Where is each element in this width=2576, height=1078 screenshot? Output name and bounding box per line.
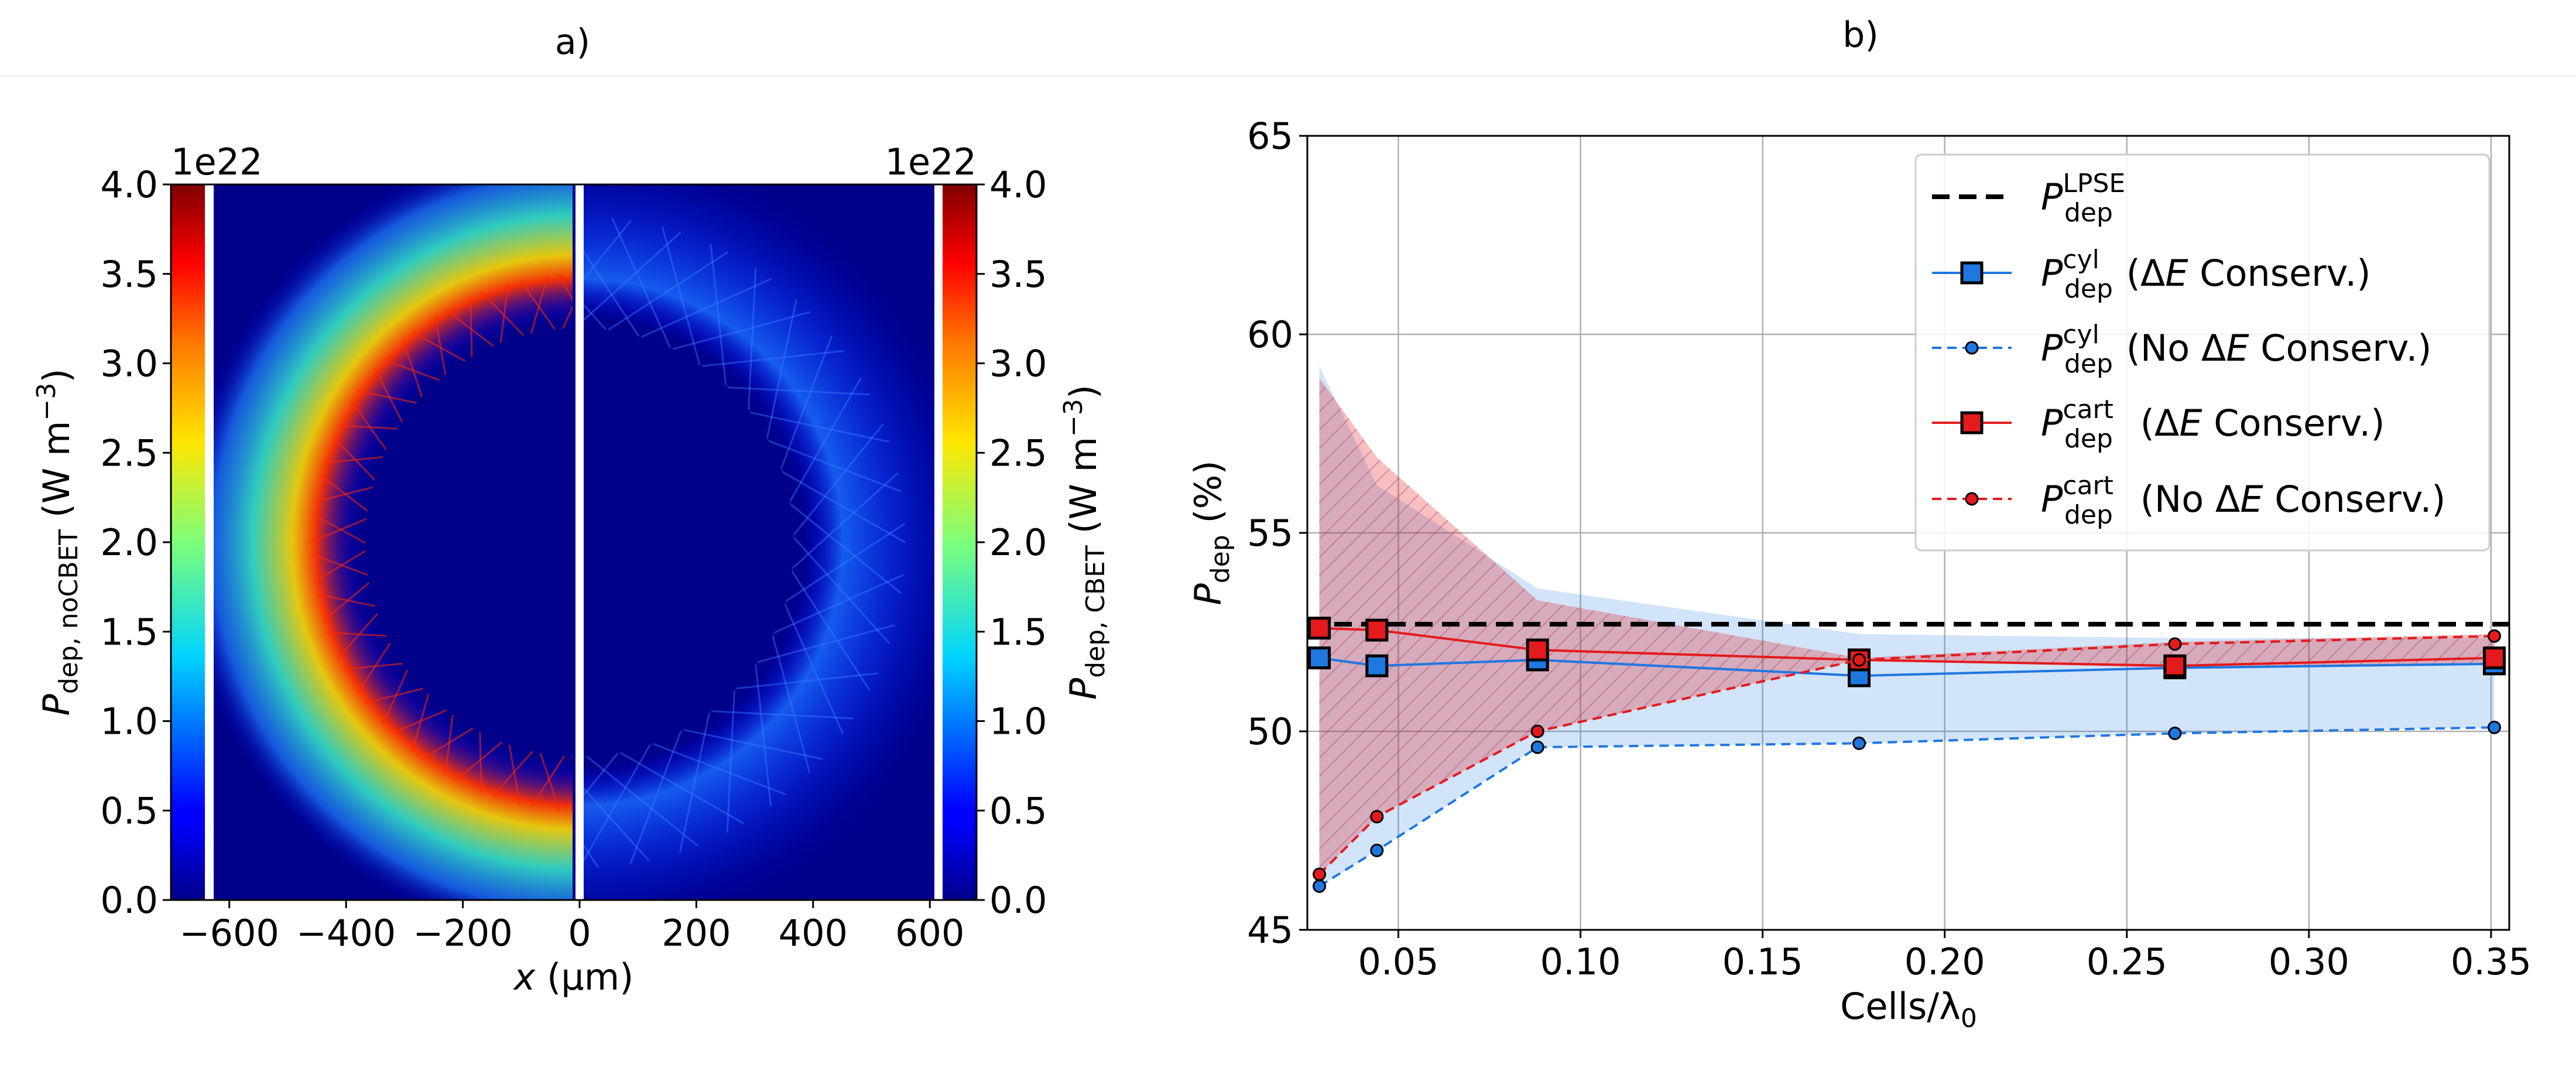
series-cyl-noconserv-point: [1370, 843, 1384, 857]
series-cart-conserv-point: [1308, 617, 1331, 640]
series-cyl-noconserv-point: [2487, 720, 2501, 734]
cbar-right-tick-label: 3.5: [989, 253, 1047, 296]
ray-trace-CBET: [576, 311, 811, 377]
colorbar-left-gap: [205, 184, 214, 900]
cbar-right-tick-label: 0.5: [989, 789, 1047, 832]
cbar-right-tick-label: 2.0: [989, 521, 1047, 564]
series-cyl-noconserv-line: [1318, 726, 2495, 888]
series-cyl-conserv-point: [1308, 646, 1331, 670]
cbar-right-tick-label: 3.0: [989, 343, 1047, 385]
series-cart-noconserv-point: [1370, 810, 1384, 824]
series-cart-noconserv-point: [2487, 629, 2501, 643]
x-tick-label-a: −600: [180, 912, 279, 954]
legend-label-3: Pcart dep (ΔE Conserv.): [2041, 395, 2385, 454]
ray-trace-CBET: [576, 779, 650, 861]
ray-trace-CBET: [576, 706, 823, 760]
legend-label-4: Pcart dep (No ΔE Conserv.): [2041, 471, 2445, 530]
ray-trace-CBET: [576, 726, 745, 824]
series-cyl-noconserv-point: [1313, 879, 1327, 893]
ray-trace-CBET: [576, 746, 698, 847]
cbar-left-tick-label: 3.0: [100, 343, 158, 385]
cbar-left-tick-label: 4.0: [100, 163, 158, 206]
cbar-left-tick-label: 0.5: [100, 789, 158, 832]
x-axis-label-b: Cells/λ0: [1840, 985, 1977, 1033]
cbar-right-tick-label: 1.0: [989, 700, 1047, 743]
x-tick-label-b: 0.05: [1358, 940, 1439, 983]
series-cart-conserv-point: [2163, 654, 2187, 677]
cbar-left-tick-label: 1.0: [100, 700, 158, 743]
cbar-left-label: Pdep, noCBET (W m−3): [32, 368, 84, 716]
cbar-right-tick-label: 0.0: [989, 879, 1047, 922]
cbar-right-scale: 1e22: [885, 141, 977, 183]
legend-label-0: PLPSE dep: [2041, 169, 2125, 228]
cbar-right-label: Pdep, CBET (W m−3): [1059, 385, 1111, 700]
x-tick-label-b: 0.25: [2087, 940, 2167, 983]
series-cart-noconserv-point: [1852, 653, 1866, 667]
series-cart-noconserv-point: [2168, 637, 2182, 651]
series-cyl-noconserv-point: [1530, 740, 1544, 754]
series-cart-noconserv-point: [1313, 867, 1327, 881]
cbar-left-tick-label: 1.5: [100, 611, 158, 653]
cbar-left-scale: 1e22: [171, 141, 262, 183]
y-tick-label-b: 55: [1247, 512, 1293, 555]
series-cyl-noconserv-point: [1852, 736, 1866, 750]
x-tick-label-b: 0.15: [1722, 940, 1803, 983]
legend-box: [1914, 153, 2491, 552]
x-tick-label-a: 200: [662, 912, 731, 954]
cbar-left-tick-label: 0.0: [100, 879, 158, 922]
colorbar-left: [171, 184, 205, 900]
legend-label-1: Pcyl dep (ΔE Conserv.): [2041, 245, 2371, 304]
cbar-right-tick-label: 2.5: [989, 432, 1047, 474]
y-tick-label-b: 60: [1247, 313, 1293, 356]
panel-label-b: b): [1842, 15, 1879, 56]
ray-trace-CBET: [576, 350, 844, 381]
cbar-left-tick-label: 2.5: [100, 432, 158, 474]
y-axis-label-b: Pdep (%): [1187, 460, 1235, 605]
y-tick-label-b: 65: [1247, 115, 1293, 158]
ray-trace-CBET: [576, 278, 772, 368]
x-tick-label-b: 0.35: [2451, 940, 2532, 983]
cbar-right-tick-label: 1.5: [989, 611, 1047, 653]
colorbar-right: [943, 184, 977, 900]
center-divider: [575, 184, 584, 900]
series-cart-conserv-point: [2482, 646, 2506, 670]
x-tick-label-a: 600: [895, 912, 964, 954]
series-cart-conserv-point: [1526, 638, 1549, 662]
colorbar-right-gap: [934, 184, 943, 900]
cbar-right-tick-label: 4.0: [989, 163, 1047, 206]
series-cart-conserv-point: [1365, 618, 1389, 642]
series-cart-noconserv-point: [1530, 724, 1544, 738]
cbar-left-tick-label: 2.0: [100, 521, 158, 564]
ray-trace-CBET: [576, 703, 854, 720]
x-tick-label-a: 400: [779, 912, 848, 954]
x-tick-label-b: 0.20: [1904, 940, 1985, 983]
legend-marker-2: [1965, 341, 1979, 355]
x-tick-label-a: 0: [568, 912, 591, 954]
series-cart-noconserv-line: [1318, 635, 2495, 875]
x-tick-label-b: 0.30: [2269, 940, 2349, 983]
panel-label-a: a): [555, 22, 590, 63]
ray-trace-CBET: [576, 251, 728, 353]
cbar-left-tick-label: 3.5: [100, 253, 158, 296]
series-cyl-conserv-point: [1365, 654, 1389, 677]
ray-trace-CBET: [576, 713, 786, 796]
x-axis-label-a: x (μm): [513, 956, 634, 998]
x-tick-label-a: −400: [296, 912, 396, 954]
legend-label-2: Pcyl dep (No ΔE Conserv.): [2041, 320, 2431, 379]
legend-marker-4: [1965, 492, 1979, 506]
x-tick-label-b: 0.10: [1540, 940, 1621, 983]
series-cyl-noconserv-point: [2168, 726, 2182, 740]
y-tick-label-b: 50: [1247, 710, 1293, 753]
ray-trace-CBET: [576, 231, 681, 328]
legend-marker-1: [1960, 261, 1984, 285]
x-tick-label-a: −200: [413, 912, 512, 954]
legend-marker-3: [1960, 411, 1984, 434]
y-tick-label-b: 45: [1247, 909, 1293, 952]
